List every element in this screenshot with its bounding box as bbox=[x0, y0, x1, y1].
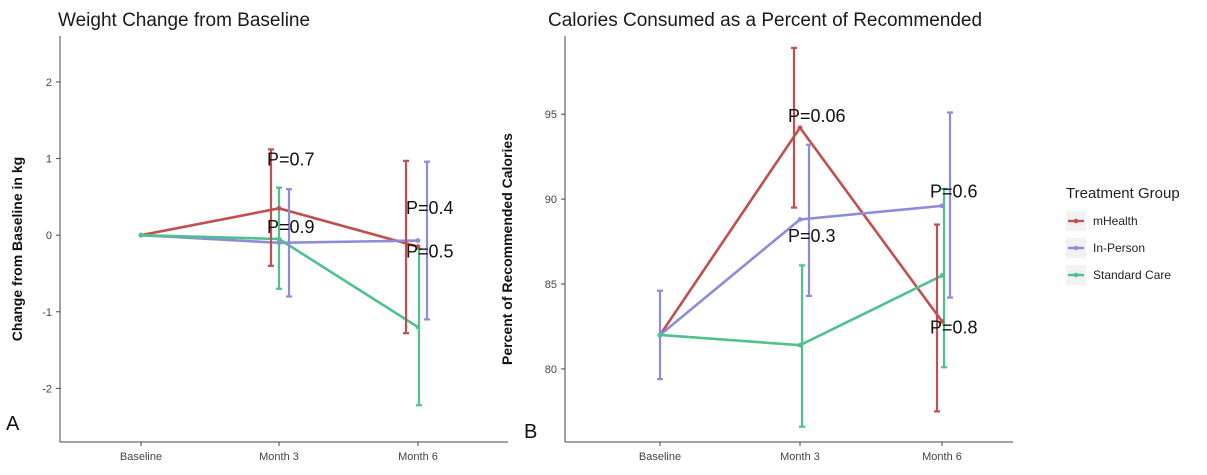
y-tick-label: 90 bbox=[545, 194, 557, 206]
x-tick-label: Baseline bbox=[120, 451, 162, 463]
y-axis-label: Change from Baseline in kg bbox=[9, 157, 25, 341]
data-point-in-person bbox=[415, 238, 421, 243]
y-tick-label: -1 bbox=[42, 307, 52, 319]
data-point-standard-care bbox=[415, 324, 421, 330]
x-tick-label: Month 6 bbox=[398, 451, 438, 463]
data-point-standard-care bbox=[939, 273, 945, 278]
data-point-standard-care bbox=[276, 236, 282, 242]
y-tick-label: 80 bbox=[545, 364, 557, 376]
legend-key-point bbox=[1073, 245, 1079, 251]
y-tick-label: 2 bbox=[46, 77, 52, 89]
x-tick-label: Baseline bbox=[639, 451, 681, 463]
y-axis-label: Percent of Recommended Calories bbox=[499, 133, 515, 365]
data-point-in-person bbox=[276, 240, 282, 246]
data-point-standard-care bbox=[657, 332, 663, 338]
p-value-annotation: P=0.7 bbox=[267, 150, 315, 170]
legend-label: Standard Care bbox=[1093, 268, 1171, 282]
y-tick-label: 95 bbox=[545, 109, 557, 121]
data-point-mhealth bbox=[415, 244, 421, 250]
data-point-in-person bbox=[797, 217, 803, 222]
x-tick-label: Month 3 bbox=[259, 451, 299, 463]
y-tick-label: 1 bbox=[46, 154, 52, 166]
chart-title: Calories Consumed as a Percent of Recomm… bbox=[548, 10, 982, 31]
legend: Treatment Group mHealth In-Person Standard … bbox=[1066, 185, 1180, 285]
p-value-annotation: P=0.06 bbox=[788, 106, 846, 126]
y-tick-label: 0 bbox=[46, 230, 52, 242]
data-point-in-person bbox=[939, 203, 945, 209]
chart-panel-a: Weight Change from Baseline A -2 -1 0 1 2 Basel… bbox=[6, 10, 508, 463]
data-point-standard-care bbox=[797, 342, 803, 348]
p-value-annotation: P=0.4 bbox=[406, 198, 454, 218]
data-point-mhealth bbox=[939, 318, 945, 324]
chart-title: Weight Change from Baseline bbox=[58, 10, 310, 31]
x-tick-label: Month 6 bbox=[922, 451, 962, 463]
legend-label: In-Person bbox=[1093, 241, 1145, 255]
p-value-annotation: P=0.6 bbox=[930, 182, 978, 202]
chart-panel-b: Calories Consumed as a Percent of Recomm… bbox=[499, 10, 1013, 463]
x-tick-label: Month 3 bbox=[780, 451, 820, 463]
panel-label: A bbox=[6, 413, 20, 435]
legend-key-point bbox=[1073, 218, 1079, 224]
legend-label: mHealth bbox=[1093, 214, 1138, 228]
p-value-annotation: P=0.9 bbox=[267, 217, 315, 237]
data-point-mhealth bbox=[797, 125, 803, 131]
panel-label: B bbox=[524, 421, 537, 443]
legend-title: Treatment Group bbox=[1066, 185, 1180, 202]
p-value-annotation: P=0.5 bbox=[406, 241, 454, 261]
data-point-mhealth bbox=[276, 205, 282, 211]
p-value-annotation: P=0.3 bbox=[788, 226, 836, 246]
data-point-standard-care bbox=[138, 232, 144, 238]
p-value-annotation: P=0.8 bbox=[930, 317, 978, 337]
legend-key-point bbox=[1073, 272, 1079, 278]
y-tick-label: -2 bbox=[42, 383, 52, 395]
y-tick-label: 85 bbox=[545, 279, 557, 291]
